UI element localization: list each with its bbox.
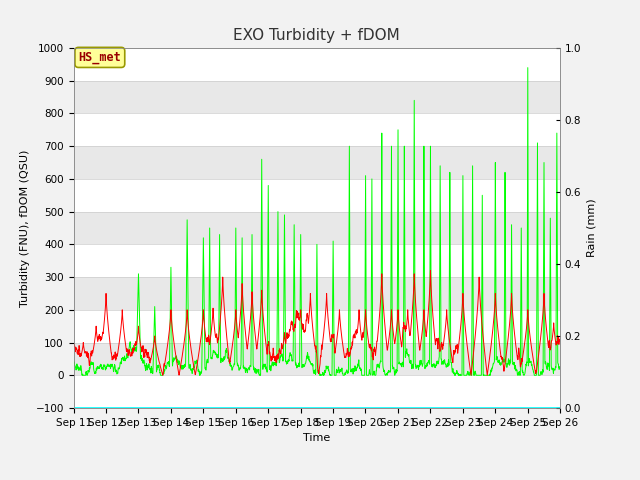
Bar <box>74 343 560 375</box>
fDOM <box>331 345 339 350</box>
Line: fDOM: fDOM <box>74 271 560 375</box>
fDOM <box>427 268 435 274</box>
Bar <box>74 212 560 244</box>
Rain <box>330 405 338 411</box>
fDOM <box>556 339 564 345</box>
Turbidity <box>70 362 77 368</box>
fDOM <box>513 356 521 361</box>
Rain <box>70 405 77 411</box>
X-axis label: Time: Time <box>303 433 330 443</box>
fDOM <box>341 354 349 360</box>
Bar <box>74 375 560 408</box>
Rain <box>527 405 534 411</box>
Line: Turbidity: Turbidity <box>74 68 560 375</box>
Bar <box>74 48 560 81</box>
Legend: fDOM, Turbidity, Rain: fDOM, Turbidity, Rain <box>179 479 455 480</box>
Rain <box>341 405 349 411</box>
fDOM <box>458 308 466 314</box>
Y-axis label: Turbidity (FNU), fDOM (QSU): Turbidity (FNU), fDOM (QSU) <box>20 149 30 307</box>
Turbidity <box>341 370 349 376</box>
Y-axis label: Rain (mm): Rain (mm) <box>587 199 597 257</box>
Rain <box>205 405 213 411</box>
Turbidity <box>331 372 339 378</box>
Bar <box>74 146 560 179</box>
fDOM <box>159 372 166 378</box>
Turbidity <box>524 65 532 71</box>
Title: EXO Turbidity + fDOM: EXO Turbidity + fDOM <box>234 28 400 43</box>
Rain <box>556 405 564 411</box>
Rain <box>513 405 521 411</box>
Rain <box>458 405 465 411</box>
Bar <box>74 179 560 212</box>
Turbidity <box>556 364 564 370</box>
fDOM <box>70 346 77 352</box>
Turbidity <box>458 372 466 378</box>
Turbidity <box>527 359 535 364</box>
Bar <box>74 113 560 146</box>
fDOM <box>205 341 213 347</box>
fDOM <box>527 341 535 347</box>
Text: HS_met: HS_met <box>79 51 121 64</box>
Bar <box>74 244 560 277</box>
Bar <box>74 81 560 113</box>
Turbidity <box>78 372 86 378</box>
Bar <box>74 310 560 343</box>
Turbidity <box>513 370 521 376</box>
Bar <box>74 277 560 310</box>
Turbidity <box>205 254 213 260</box>
